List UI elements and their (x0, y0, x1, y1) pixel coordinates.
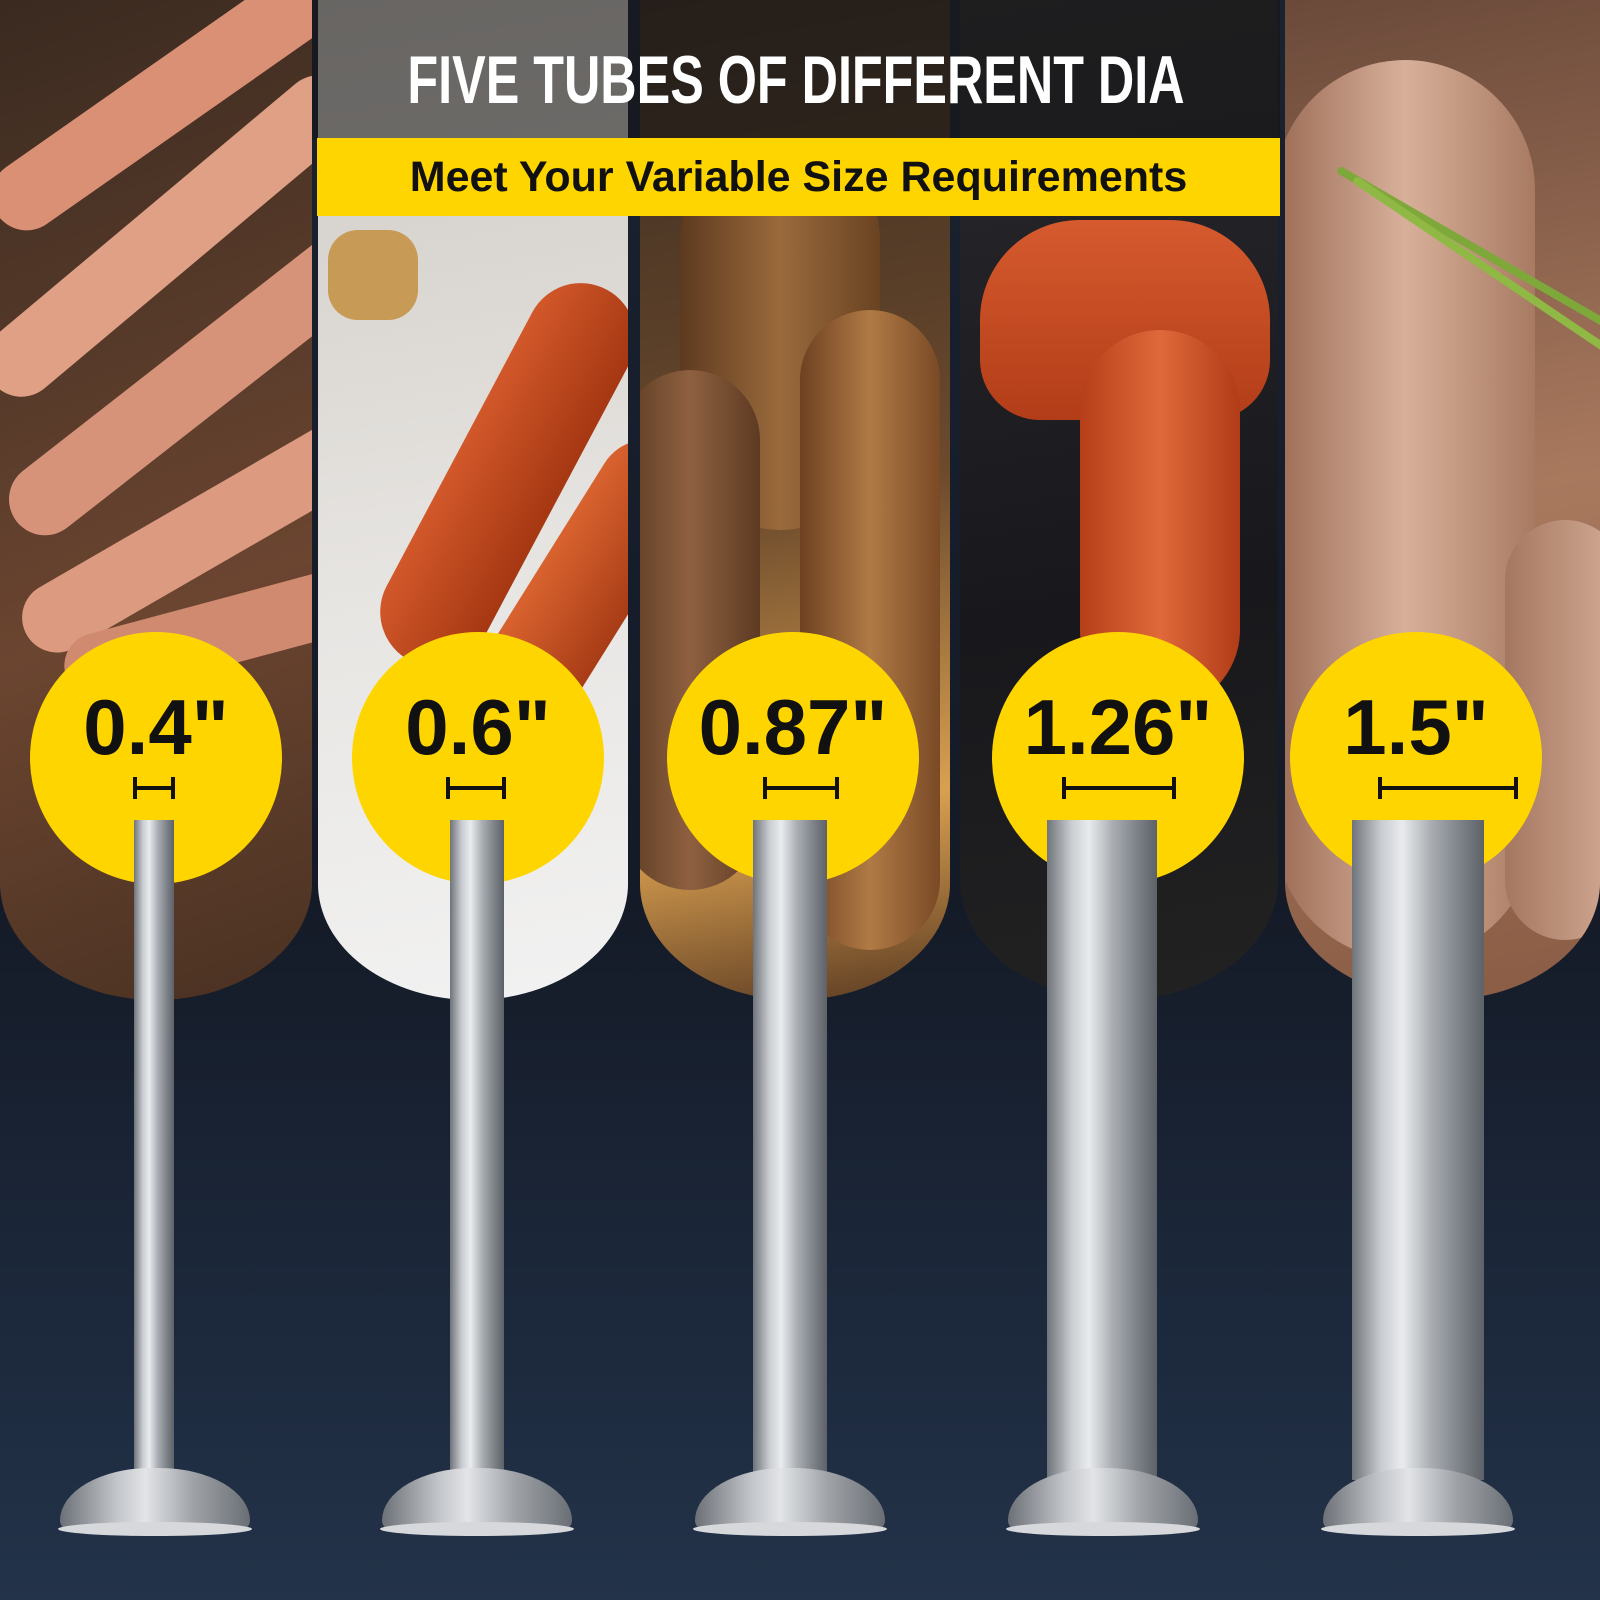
diameter-label: 0.4" (83, 683, 229, 771)
tube-body (753, 820, 827, 1480)
tube-base (695, 1468, 885, 1530)
tube-body (1352, 820, 1484, 1480)
tube-rim (693, 1522, 887, 1536)
dimension-marker-icon (1062, 777, 1176, 799)
tube-rim (380, 1522, 574, 1536)
diameter-label: 1.5" (1343, 683, 1489, 771)
dimension-marker-icon (763, 777, 839, 799)
header-backdrop (312, 0, 1280, 140)
tube-rim (1006, 1522, 1200, 1536)
tube-base (1008, 1468, 1198, 1530)
diameter-badge: 1.26" (992, 632, 1244, 884)
tube-body (450, 820, 504, 1480)
tube-rim (1321, 1522, 1515, 1536)
headline: FIVE TUBES OF DIFFERENT DIA (407, 42, 1185, 118)
tube-rim (58, 1522, 252, 1536)
diameter-label: 0.6" (405, 683, 551, 771)
dimension-marker-icon (133, 777, 175, 799)
dimension-marker-icon (1378, 777, 1518, 799)
tube-base (382, 1468, 572, 1530)
subtitle-banner: Meet Your Variable Size Requirements (317, 138, 1280, 216)
diameter-label: 0.87" (698, 683, 888, 771)
subtitle: Meet Your Variable Size Requirements (409, 152, 1188, 201)
diameter-label: 1.26" (1023, 683, 1213, 771)
tube-base (60, 1468, 250, 1530)
dimension-marker-icon (446, 777, 506, 799)
diameter-badge: 0.6" (352, 632, 604, 884)
tube-body (134, 820, 174, 1480)
tube-body (1047, 820, 1157, 1480)
